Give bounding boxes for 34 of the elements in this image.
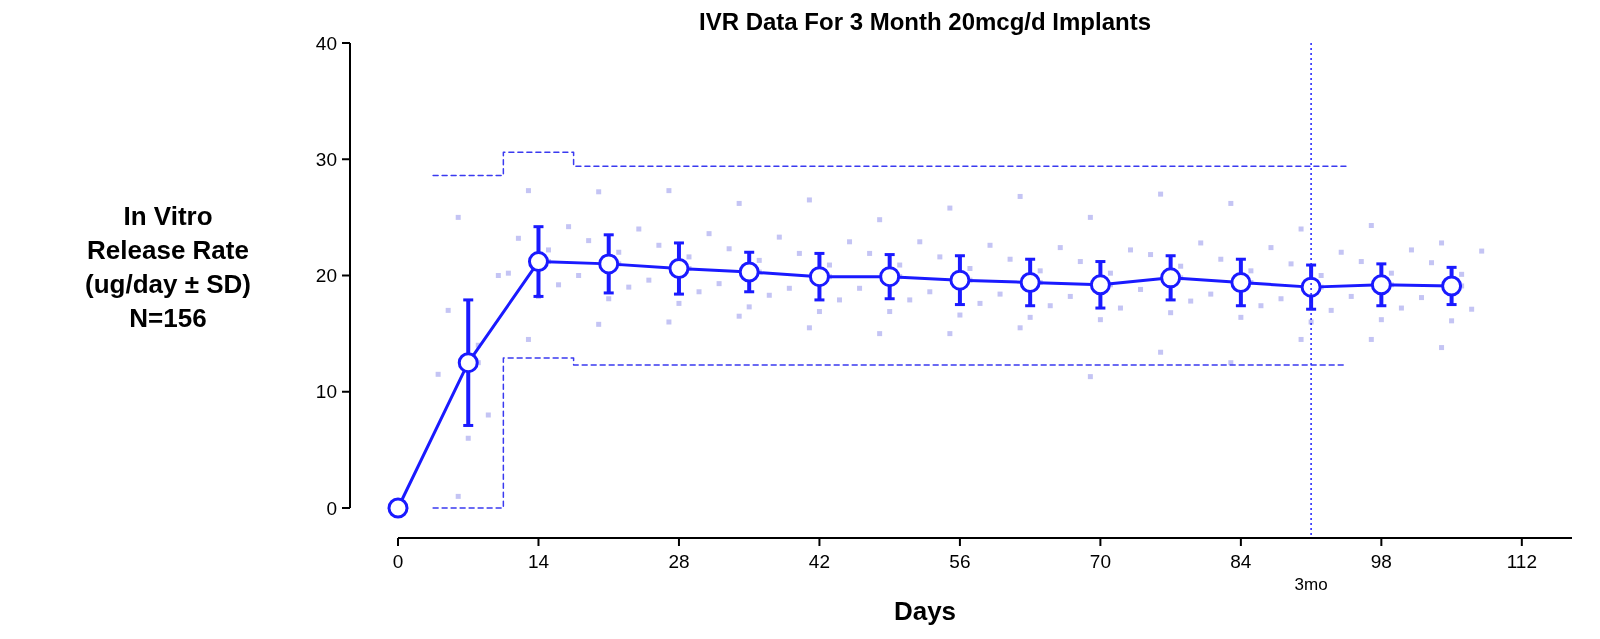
- point: [738, 261, 760, 283]
- point: [598, 253, 620, 275]
- point: [1370, 274, 1392, 296]
- point: [1300, 276, 1322, 298]
- point: [668, 258, 690, 280]
- point: [1089, 274, 1111, 296]
- y-tick-label: 0: [326, 497, 337, 519]
- x-tick-label: 84: [1230, 551, 1252, 572]
- x-tick-label: 14: [527, 551, 550, 572]
- point: [1019, 271, 1041, 293]
- y-tick-label: 20: [315, 265, 337, 287]
- point: [387, 497, 409, 519]
- x-tick-label: 98: [1370, 551, 1392, 572]
- x-tick-label: 28: [668, 551, 690, 572]
- chart-title: IVR Data For 3 Month 20mcg/d Implants: [698, 8, 1152, 35]
- x-tick-label: 56: [949, 551, 971, 572]
- point: [879, 266, 901, 288]
- x-axis-title: Days: [893, 596, 957, 626]
- y-tick-label: 10: [315, 381, 337, 403]
- y-tick-label: 40: [315, 32, 337, 54]
- point: [457, 352, 479, 374]
- ref-line-label: 3mo: [1294, 575, 1328, 594]
- x-tick-label: 42: [808, 551, 831, 572]
- y-axis-title: In Vitro Release Rate (ug/day ± SD) N=156: [85, 200, 251, 333]
- point: [1160, 267, 1182, 289]
- point: [527, 251, 549, 273]
- point: [1441, 275, 1463, 297]
- x-tick-label: 70: [1089, 551, 1111, 572]
- x-tick-label: 112: [1506, 551, 1537, 572]
- point: [808, 266, 830, 288]
- y-tick-label: 30: [315, 148, 337, 170]
- point: [1230, 271, 1252, 293]
- point: [949, 269, 971, 291]
- x-tick-label: 0: [392, 551, 404, 572]
